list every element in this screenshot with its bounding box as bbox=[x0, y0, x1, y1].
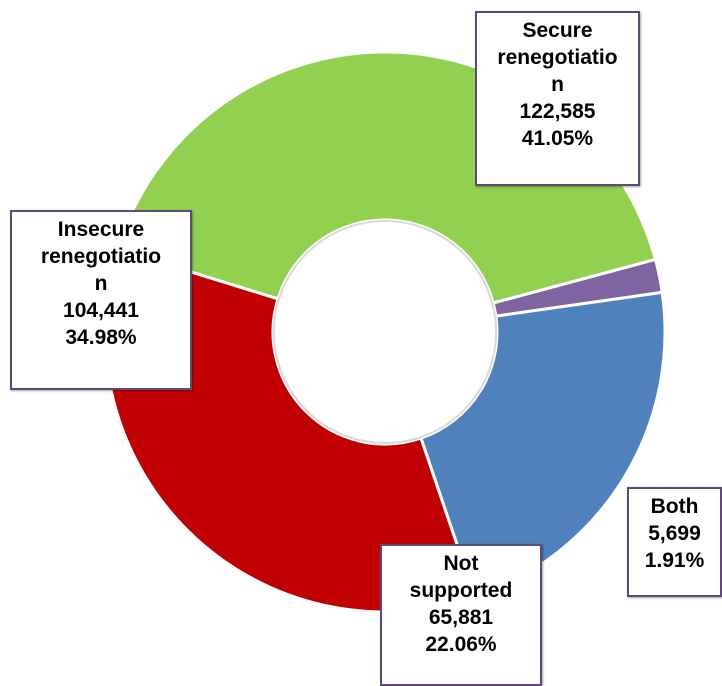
label-line: Both bbox=[650, 495, 699, 518]
label-value: 5,699 bbox=[648, 522, 701, 545]
label-value: 122,585 bbox=[519, 100, 596, 123]
label-line: Insecure bbox=[57, 218, 145, 241]
data-label-both: Both 5,699 1.91% bbox=[627, 487, 722, 597]
label-value: 65,881 bbox=[428, 606, 494, 629]
label-line: renegotiatio bbox=[497, 46, 618, 69]
donut-hole bbox=[273, 220, 497, 444]
label-percent: 41.05% bbox=[521, 127, 594, 150]
label-value: 104,441 bbox=[63, 299, 139, 322]
data-label-insecure-renegotiation: Insecure renegotiatio n 104,441 34.98% bbox=[10, 210, 192, 390]
data-label-not-supported: Not supported 65,881 22.06% bbox=[380, 544, 542, 686]
data-label-secure-renegotiation: Secure renegotiatio n 122,585 41.05% bbox=[475, 11, 640, 186]
label-percent: 1.91% bbox=[644, 549, 705, 572]
label-percent: 34.98% bbox=[65, 326, 137, 349]
label-line: renegotiatio bbox=[40, 245, 162, 268]
label-line: supported bbox=[409, 579, 513, 602]
label-percent: 22.06% bbox=[425, 633, 497, 656]
label-line: n bbox=[551, 73, 564, 96]
label-line: Not bbox=[443, 552, 479, 575]
label-line: Secure bbox=[522, 19, 593, 42]
label-line: n bbox=[94, 272, 108, 295]
